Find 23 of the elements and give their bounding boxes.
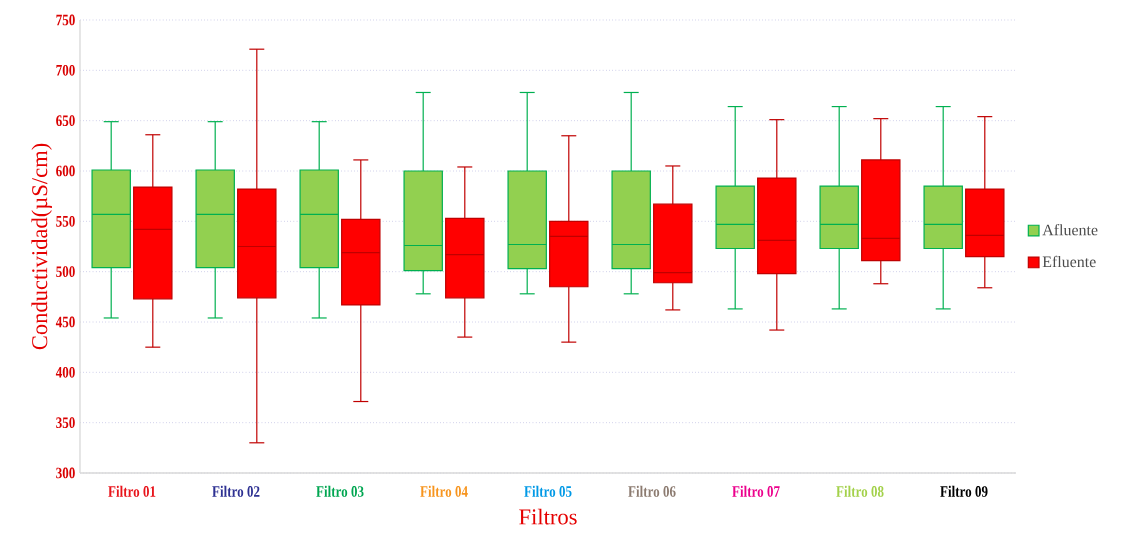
y-tick-label: 650 — [56, 115, 75, 127]
x-tick-label: Filtro 02 — [212, 485, 260, 497]
x-tick-label: Filtro 06 — [628, 485, 676, 497]
y-tick-label: 400 — [55, 366, 75, 378]
y-axis-title: Conductividad(µS/cm) — [31, 143, 52, 350]
x-tick-label: Filtro 09 — [940, 485, 988, 497]
x-tick-label: Filtro 04 — [420, 485, 468, 497]
x-axis-title: Filtros — [519, 508, 577, 525]
legend-label: Afluente — [1042, 223, 1098, 236]
y-tick-label: 550 — [56, 215, 75, 227]
x-tick-label: Filtro 05 — [524, 485, 572, 497]
x-tick-label: Filtro 01 — [108, 485, 156, 497]
x-tick-label: Filtro 08 — [836, 485, 884, 497]
y-tick-label: 700 — [56, 64, 75, 76]
y-tick-label: 450 — [55, 316, 75, 328]
x-tick-label: Filtro 03 — [316, 485, 364, 497]
y-tick-label: 600 — [56, 165, 75, 177]
y-tick-label: 350 — [56, 417, 75, 429]
y-tick-label: 500 — [56, 266, 75, 278]
x-tick-label: Filtro 07 — [732, 485, 780, 497]
legend-label: Efluente — [1042, 255, 1096, 268]
y-tick-label: 300 — [56, 467, 75, 479]
y-tick-label: 750 — [56, 14, 75, 26]
